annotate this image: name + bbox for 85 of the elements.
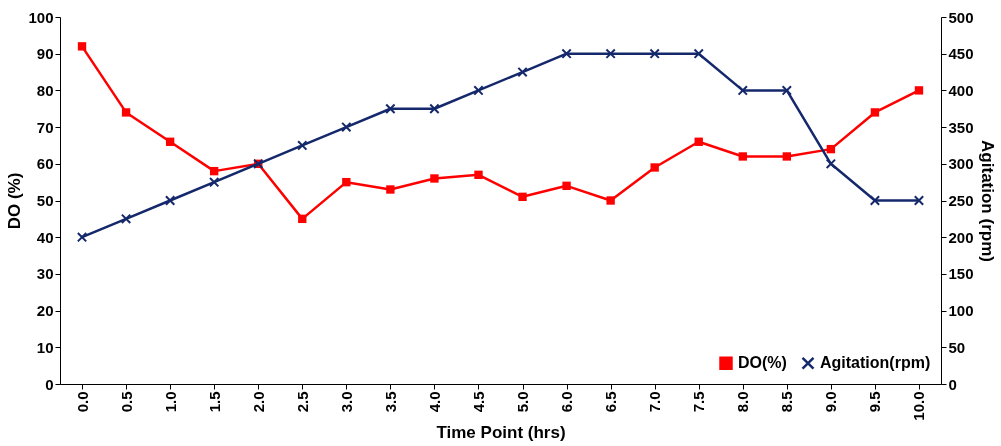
y-tick-label: 10 (36, 338, 54, 356)
x-tick-label: 1.5 (205, 391, 223, 413)
x-tick-label: 3.0 (337, 391, 355, 413)
y2-tick-label: 200 (948, 228, 974, 246)
point (474, 170, 483, 179)
y-tick-label: 20 (36, 302, 54, 320)
point (693, 48, 704, 59)
y2-tick-label: 150 (948, 265, 974, 283)
point (429, 103, 440, 114)
y2-axis-title: Agitation (rpm) (977, 140, 997, 262)
point (165, 137, 175, 146)
point (782, 152, 792, 161)
y-tick-label: 50 (36, 192, 54, 209)
point (650, 163, 659, 172)
y-tick-label: 40 (36, 228, 54, 246)
x-tick-label: 4.0 (425, 391, 443, 413)
point (913, 195, 925, 206)
point (825, 158, 837, 169)
x-tick-label: 10.0 (910, 391, 928, 421)
point (473, 85, 484, 96)
point (518, 192, 527, 202)
point (385, 103, 396, 114)
x-tick-label: 4.5 (469, 391, 487, 413)
y-tick-label: 100 (28, 8, 54, 26)
point (738, 152, 747, 161)
x-tick-label: 1.0 (161, 391, 179, 413)
point (914, 86, 924, 95)
point (120, 213, 132, 225)
x-tick-label: 6.5 (602, 391, 620, 413)
legend-label: DO(%) (738, 354, 787, 372)
point (517, 66, 528, 78)
point (298, 214, 307, 224)
y2-tick-label: 400 (948, 81, 974, 99)
y-tick-label: 60 (36, 155, 54, 173)
y2-tick-label: 350 (948, 118, 974, 136)
x-tick-label: 0.5 (117, 391, 135, 413)
x-tick-label: 5.0 (514, 391, 532, 413)
x-tick-label: 7.0 (646, 391, 664, 413)
y2-tick-label: 100 (948, 302, 974, 320)
point (870, 108, 880, 117)
point (208, 176, 220, 188)
y-tick-label: 30 (36, 265, 54, 283)
x-tick-label: 8.0 (734, 391, 752, 413)
x-tick-label: 7.5 (690, 391, 708, 413)
y-tick-label: 80 (36, 81, 54, 99)
x-tick-label: 9.5 (866, 391, 884, 413)
point (209, 166, 219, 176)
point (164, 195, 176, 206)
point (430, 174, 439, 183)
y-tick-label: 90 (36, 45, 54, 63)
point (77, 42, 87, 51)
point (606, 196, 615, 205)
point (297, 140, 308, 151)
y-tick-label: 70 (36, 118, 54, 136)
point (342, 177, 351, 187)
x-axis-title: Time Point (hrs) (436, 422, 566, 442)
point (781, 85, 793, 96)
x-tick-label: 6.0 (558, 391, 576, 413)
legend-label: Agitation(rpm) (820, 354, 931, 372)
point (737, 85, 748, 96)
point (649, 48, 660, 59)
y2-tick-label: 450 (948, 45, 974, 63)
y2-tick-label: 50 (948, 338, 966, 356)
x-tick-label: 8.5 (778, 391, 796, 413)
point (562, 181, 571, 190)
y2-tick-label: 300 (948, 155, 974, 173)
y2-tick-label: 0 (948, 375, 957, 393)
point (341, 121, 352, 133)
point (605, 48, 616, 59)
y-axis-title: DO (%) (5, 172, 25, 230)
x-tick-label: 0.0 (73, 391, 91, 413)
point (76, 232, 88, 243)
point (826, 144, 836, 154)
y2-tick-label: 500 (948, 8, 974, 26)
y-tick-label: 0 (45, 375, 54, 393)
x-tick-label: 2.0 (249, 391, 267, 413)
point (694, 137, 703, 146)
point (561, 48, 572, 59)
x-tick-label: 2.5 (293, 391, 311, 413)
point (386, 185, 395, 194)
x-tick-label: 3.5 (381, 391, 399, 413)
point (869, 195, 881, 206)
x-tick-label: 9.0 (822, 391, 840, 413)
y2-tick-label: 250 (948, 192, 974, 209)
point (121, 108, 131, 117)
